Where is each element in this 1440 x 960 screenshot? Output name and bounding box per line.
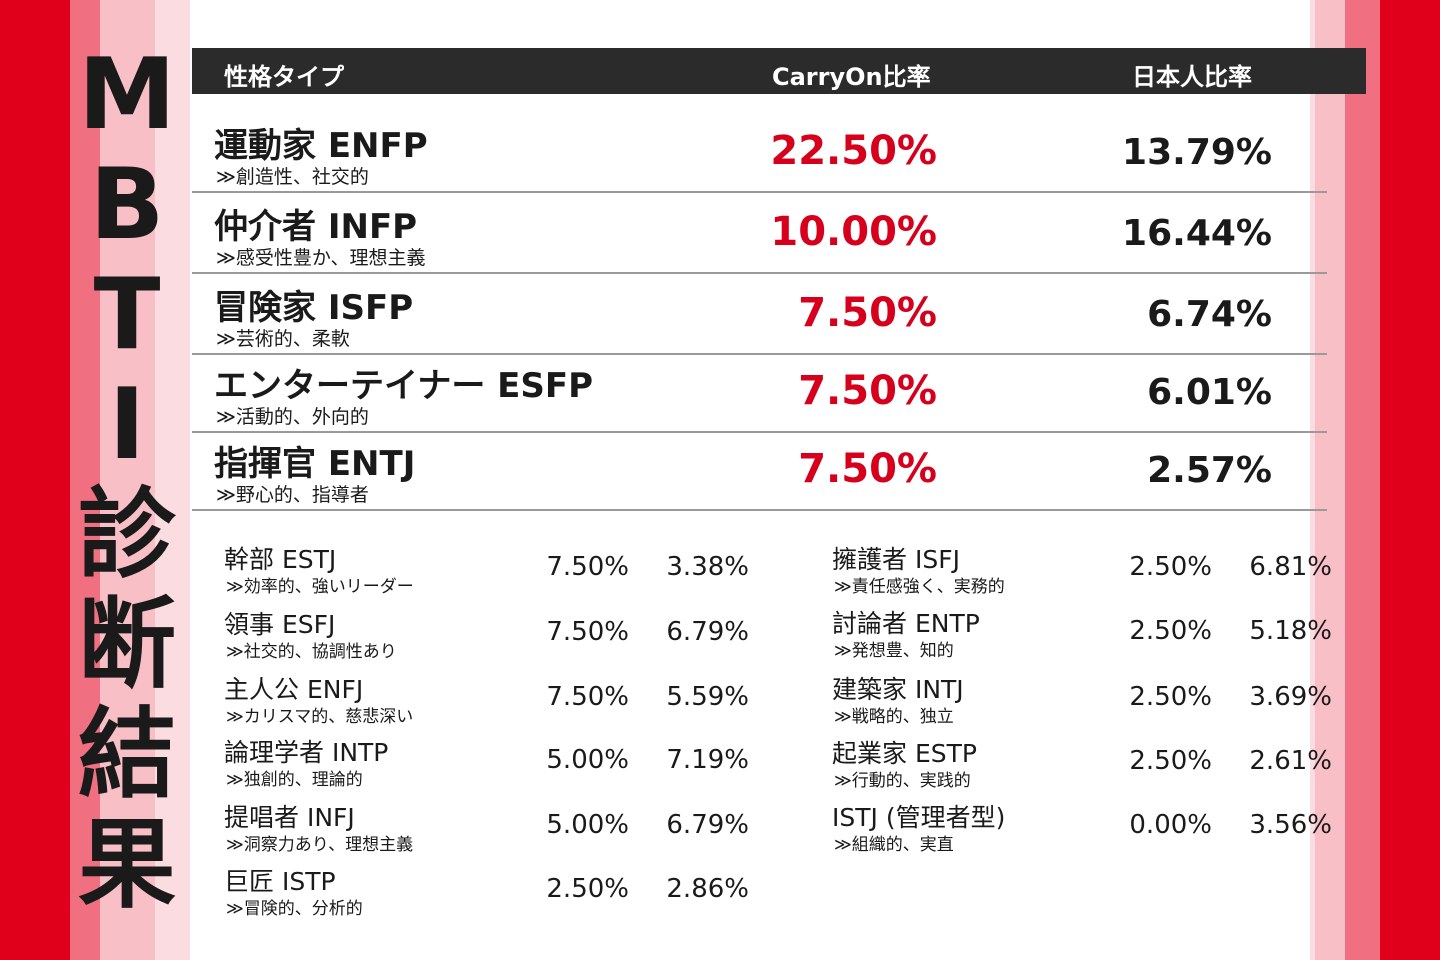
type-desc: ≫効率的、強いリーダー <box>226 577 414 597</box>
type-name: 巨匠 ISTP <box>224 867 336 896</box>
type-desc: ≫発想豊、知的 <box>834 641 954 661</box>
carryon-ratio: 7.50% <box>798 290 937 336</box>
type-name: 討論者 ENTP <box>832 609 980 638</box>
type-desc: ≫芸術的、柔軟 <box>216 328 350 350</box>
japan-ratio: 5.59% <box>666 682 749 712</box>
japan-ratio: 5.18% <box>1249 616 1332 646</box>
carryon-ratio: 7.50% <box>798 446 937 492</box>
type-name: 運動家 ENFP <box>214 126 428 166</box>
title-char: B <box>89 148 165 262</box>
type-name: 起業家 ESTP <box>832 739 977 768</box>
carryon-ratio: 5.00% <box>546 745 629 775</box>
header-type-label: 性格タイプ <box>224 63 344 91</box>
japan-ratio: 2.61% <box>1249 746 1332 776</box>
curtain-left-mid <box>70 0 100 960</box>
type-desc: ≫感受性豊か、理想主義 <box>216 247 426 269</box>
carryon-ratio: 2.50% <box>1129 616 1212 646</box>
japan-ratio: 2.86% <box>666 874 749 904</box>
carryon-ratio: 10.00% <box>770 209 937 255</box>
title-char: 断 <box>77 588 176 702</box>
table-header: 性格タイプ CarryOn比率 日本人比率 <box>192 48 1366 94</box>
carryon-ratio: 2.50% <box>546 874 629 904</box>
type-desc: ≫社交的、協調性あり <box>226 642 397 662</box>
japan-ratio: 13.79% <box>1122 132 1272 173</box>
carryon-ratio: 7.50% <box>546 617 629 647</box>
carryon-ratio: 5.00% <box>546 810 629 840</box>
type-desc: ≫責任感強く、実務的 <box>834 577 1005 597</box>
curtain-left-outer <box>0 0 70 960</box>
carryon-ratio: 7.50% <box>546 552 629 582</box>
type-name: 提唱者 INFJ <box>224 803 355 832</box>
header-japan-label: 日本人比率 <box>1132 63 1252 91</box>
type-desc: ≫行動的、実践的 <box>834 771 971 791</box>
japan-ratio: 6.01% <box>1147 372 1272 413</box>
carryon-ratio: 2.50% <box>1129 552 1212 582</box>
carryon-ratio: 2.50% <box>1129 746 1212 776</box>
japan-ratio: 7.19% <box>666 745 749 775</box>
type-name: 冒険家 ISFP <box>214 288 414 328</box>
curtain-left-edge <box>155 0 190 960</box>
japan-ratio: 3.69% <box>1249 682 1332 712</box>
type-desc: ≫戦略的、独立 <box>834 707 954 727</box>
type-name: 領事 ESFJ <box>224 610 336 639</box>
content-panel <box>190 0 1310 960</box>
carryon-ratio: 22.50% <box>770 128 937 174</box>
type-name: 仲介者 INFP <box>214 207 418 247</box>
type-name: エンターテイナー ESFP <box>214 366 594 406</box>
type-name: ISTJ (管理者型) <box>832 803 1006 832</box>
type-desc: ≫洞察力あり、理想主義 <box>226 835 414 855</box>
title-char: M <box>78 38 176 152</box>
title-char: 果 <box>77 808 176 922</box>
type-name: 論理学者 INTP <box>224 738 389 767</box>
japan-ratio: 6.74% <box>1147 294 1272 335</box>
title-char: 診 <box>77 478 176 592</box>
type-name: 指揮官 ENTJ <box>214 444 416 484</box>
carryon-ratio: 2.50% <box>1129 682 1212 712</box>
curtain-right-mid <box>1345 0 1380 960</box>
japan-ratio: 3.56% <box>1249 810 1332 840</box>
vertical-title: M B T I 診 断 結 果 <box>72 40 182 920</box>
top-row: 冒険家 ISFP ≫芸術的、柔軟 7.50% 6.74% <box>192 274 1327 355</box>
carryon-ratio: 7.50% <box>546 682 629 712</box>
carryon-ratio: 0.00% <box>1129 810 1212 840</box>
japan-ratio: 6.81% <box>1249 552 1332 582</box>
japan-ratio: 6.79% <box>666 810 749 840</box>
type-desc: ≫冒険的、分析的 <box>226 899 363 919</box>
type-desc: ≫組織的、実直 <box>834 835 954 855</box>
japan-ratio: 3.38% <box>666 552 749 582</box>
type-name: 幹部 ESTJ <box>224 545 337 574</box>
type-name: 擁護者 ISFJ <box>832 545 960 574</box>
japan-ratio: 16.44% <box>1122 213 1272 254</box>
curtain-right-inner <box>1315 0 1345 960</box>
curtain-right-outer <box>1380 0 1440 960</box>
type-desc: ≫独創的、理論的 <box>226 770 363 790</box>
japan-ratio: 2.57% <box>1147 450 1272 491</box>
top-row: 仲介者 INFP ≫感受性豊か、理想主義 10.00% 16.44% <box>192 193 1327 274</box>
header-carryon-label: CarryOn比率 <box>772 63 931 91</box>
title-char: I <box>108 368 146 482</box>
title-char: T <box>93 258 161 372</box>
japan-ratio: 6.79% <box>666 617 749 647</box>
top-row: 運動家 ENFP ≫創造性、社交的 22.50% 13.79% <box>192 112 1327 193</box>
top-row: エンターテイナー ESFP ≫活動的、外向的 7.50% 6.01% <box>192 352 1327 433</box>
type-desc: ≫カリスマ的、慈悲深い <box>226 707 414 727</box>
curtain-left-inner <box>100 0 155 960</box>
type-name: 建築家 INTJ <box>832 675 964 704</box>
type-desc: ≫活動的、外向的 <box>216 406 369 428</box>
type-name: 主人公 ENFJ <box>224 675 364 704</box>
carryon-ratio: 7.50% <box>798 368 937 414</box>
type-desc: ≫野心的、指導者 <box>216 484 369 506</box>
type-desc: ≫創造性、社交的 <box>216 166 369 188</box>
title-char: 結 <box>77 698 176 812</box>
top-row: 指揮官 ENTJ ≫野心的、指導者 7.50% 2.57% <box>192 430 1327 511</box>
